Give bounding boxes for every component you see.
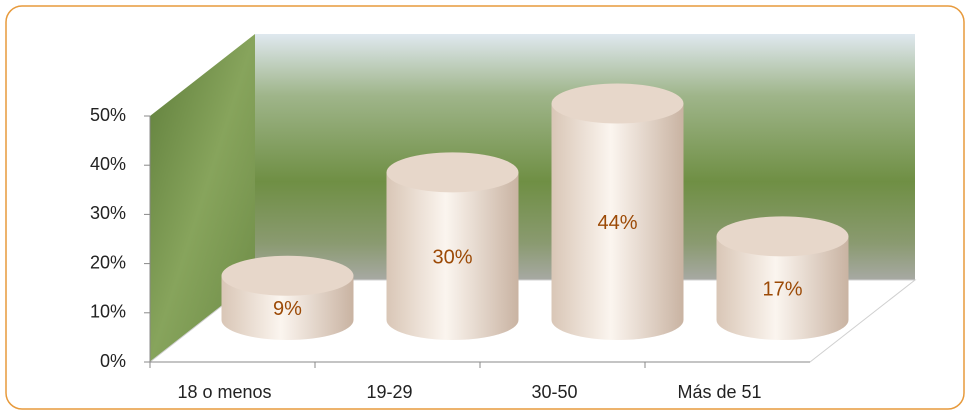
x-tick-label: Más de 51 <box>677 382 761 402</box>
cylinder-top <box>386 152 519 193</box>
cylinder-top <box>716 216 849 257</box>
x-tick-label: 19-29 <box>366 382 412 402</box>
x-tick-label: 30-50 <box>531 382 577 402</box>
y-tick-label: 30% <box>90 203 126 223</box>
y-tick-label: 50% <box>90 105 126 125</box>
cylinder <box>551 103 684 341</box>
value-label: 17% <box>762 278 802 300</box>
y-tick-label: 10% <box>90 302 126 322</box>
cylinder-top <box>551 83 684 124</box>
cylinder <box>716 236 849 340</box>
cylinder <box>386 172 519 340</box>
value-label: 9% <box>273 298 302 320</box>
x-tick-label: 18 o menos <box>177 382 271 402</box>
value-label: 44% <box>597 212 637 234</box>
y-tick-label: 20% <box>90 252 126 272</box>
y-tick-label: 40% <box>90 154 126 174</box>
cylinder-top <box>221 255 354 296</box>
y-tick-label: 0% <box>100 351 126 371</box>
value-label: 30% <box>432 246 472 268</box>
